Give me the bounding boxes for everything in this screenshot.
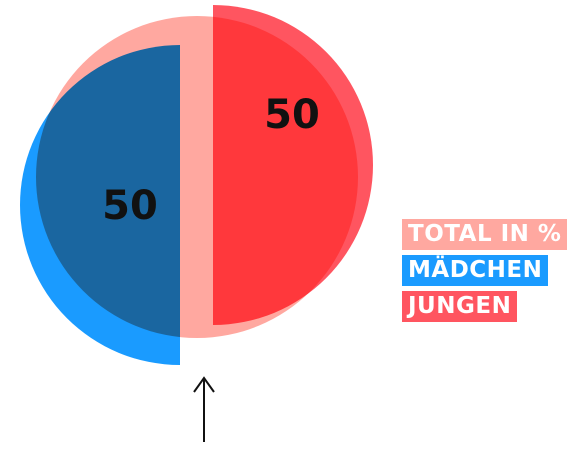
value-label: 50	[102, 183, 158, 229]
slice	[213, 5, 373, 325]
legend-title: TOTAL IN %	[402, 219, 568, 250]
arrow-head	[193, 376, 215, 393]
legend-entry: JUNGEN	[402, 291, 518, 322]
legend-entry: MÄDCHEN	[402, 255, 549, 286]
legend: TOTAL IN % MÄDCHEN JUNGEN	[402, 219, 568, 322]
slices	[20, 5, 373, 365]
slice	[20, 45, 180, 365]
value-label: 50	[264, 92, 320, 138]
